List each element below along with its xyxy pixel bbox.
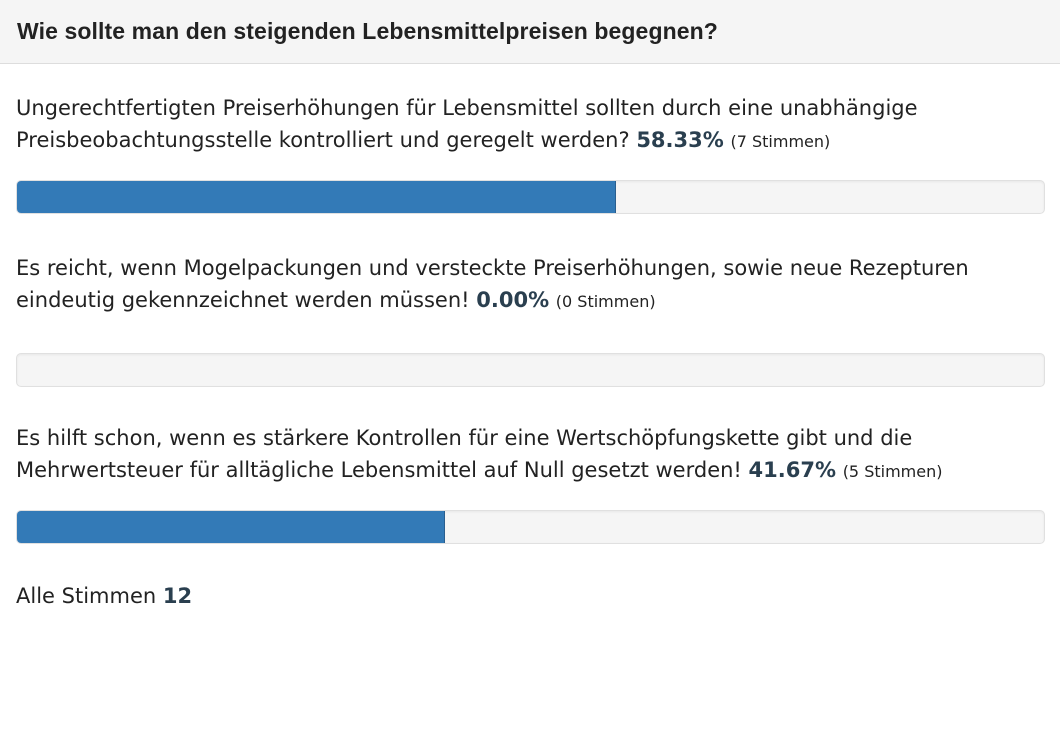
option-2-label: Es reicht, wenn Mogelpackungen und verst… [16,256,969,312]
option-1-progress-bar [16,180,1045,214]
poll-option-2-text: Es reicht, wenn Mogelpackungen und verst… [16,252,1045,318]
option-2-progress-bar [16,353,1045,387]
poll-option-1-text: Ungerechtfertigten Preiserhöhungen für L… [16,92,1045,158]
total-votes-count: 12 [162,584,193,608]
option-2-percent: 0.00% [476,288,550,312]
option-1-votes: (7 Stimmen) [730,132,831,151]
option-3-percent: 41.67% [748,458,836,482]
option-3-label: Es hilft schon, wenn es stärkere Kontrol… [16,426,913,482]
poll-body: Ungerechtfertigten Preiserhöhungen für L… [0,92,1060,608]
option-1-label: Ungerechtfertigten Preiserhöhungen für L… [16,96,918,152]
total-votes: Alle Stimmen 12 [16,584,1045,608]
option-3-votes: (5 Stimmen) [842,462,943,481]
option-3-progress-fill [17,511,445,543]
poll-title: Wie sollte man den steigenden Lebensmitt… [17,18,718,44]
option-1-progress-fill [17,181,617,213]
option-2-votes: (0 Stimmen) [555,292,656,311]
poll-header: Wie sollte man den steigenden Lebensmitt… [0,0,1060,64]
option-3-progress-bar [16,510,1045,544]
option-1-percent: 58.33% [636,128,724,152]
total-votes-label: Alle Stimmen [16,584,157,608]
poll-option-3-text: Es hilft schon, wenn es stärkere Kontrol… [16,422,1045,488]
